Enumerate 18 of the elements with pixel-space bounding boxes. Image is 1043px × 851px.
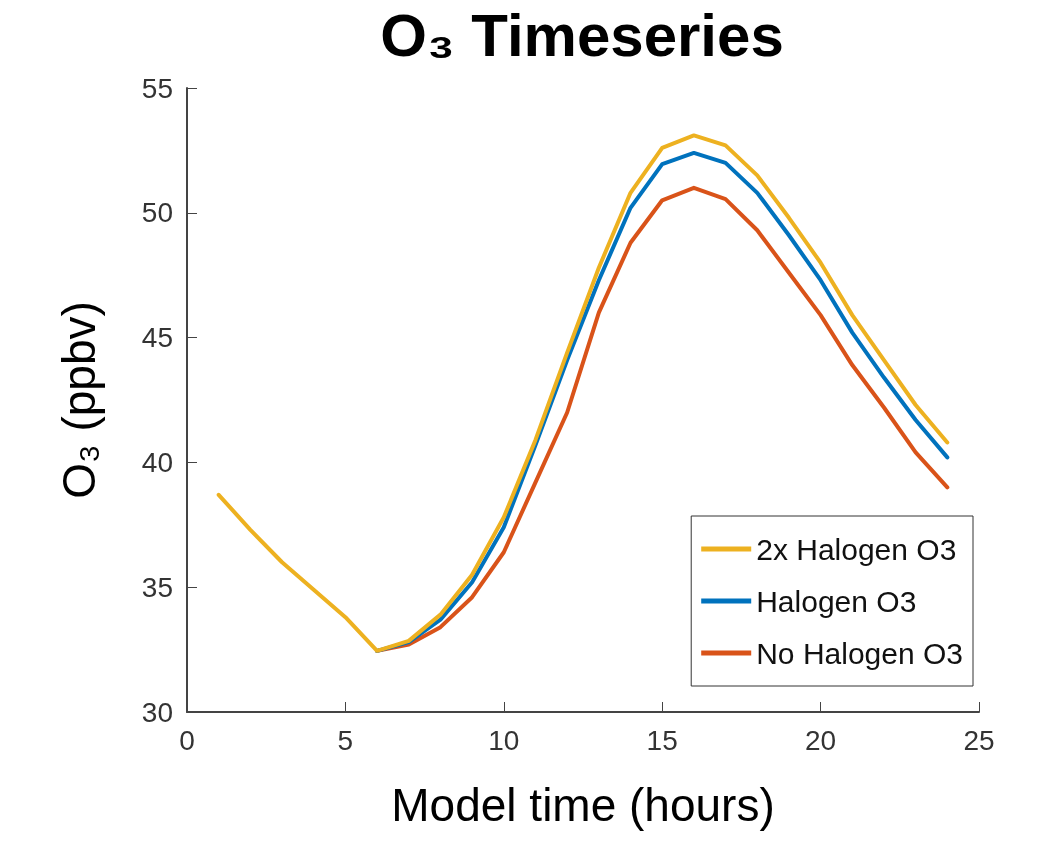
legend-label: Halogen O3 [756,584,917,618]
x-tick-label: 15 [646,724,678,756]
legend-label: No Halogen O3 [756,636,963,670]
y-tick-label: 30 [141,696,173,728]
y-tick-label: 45 [141,322,173,354]
chart-title: O₃ Timeseries [380,1,784,69]
y-tick-label: 50 [141,197,173,229]
x-tick-label: 5 [337,724,354,756]
y-tick-label: 55 [141,72,173,104]
x-tick-label: 20 [805,724,837,756]
x-tick-label: 0 [179,724,195,756]
x-tick-label: 10 [488,724,520,756]
legend-label: 2x Halogen O3 [756,532,957,566]
y-tick-label: 40 [141,446,173,478]
x-axis-title: Model time (hours) [391,779,775,831]
y-tick-label: 35 [141,571,173,603]
y-axis-title: O₃ (ppbv) [53,301,105,499]
x-tick-label: 25 [963,724,995,756]
